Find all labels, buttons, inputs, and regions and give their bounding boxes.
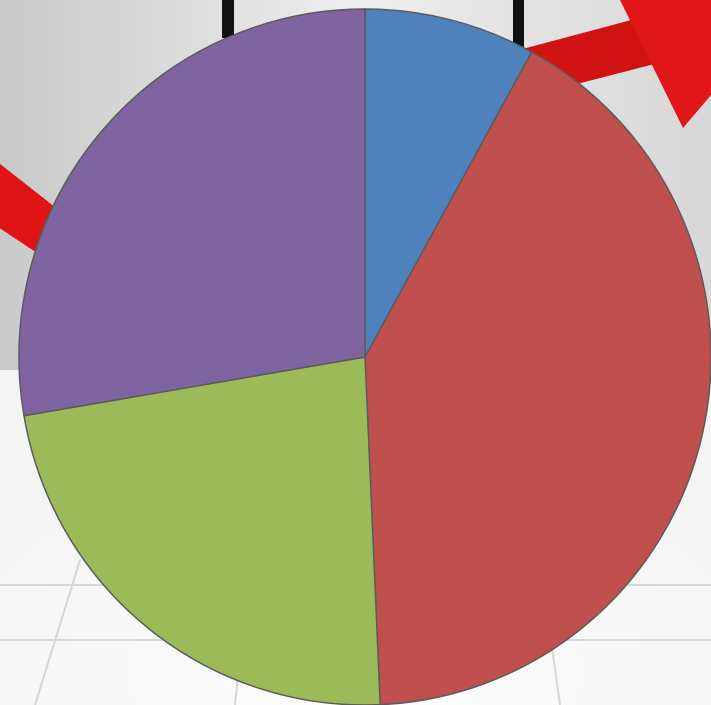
pie-slice-4 (18, 8, 366, 417)
slice-layer (18, 8, 711, 705)
pie-slice-3 (23, 356, 381, 705)
pie-slice-2 (364, 51, 711, 705)
arrow-head (620, 0, 711, 128)
background-poles (222, 0, 524, 48)
pole-right (513, 0, 524, 48)
pole-left (222, 0, 234, 38)
pie-slice-1 (364, 8, 533, 358)
